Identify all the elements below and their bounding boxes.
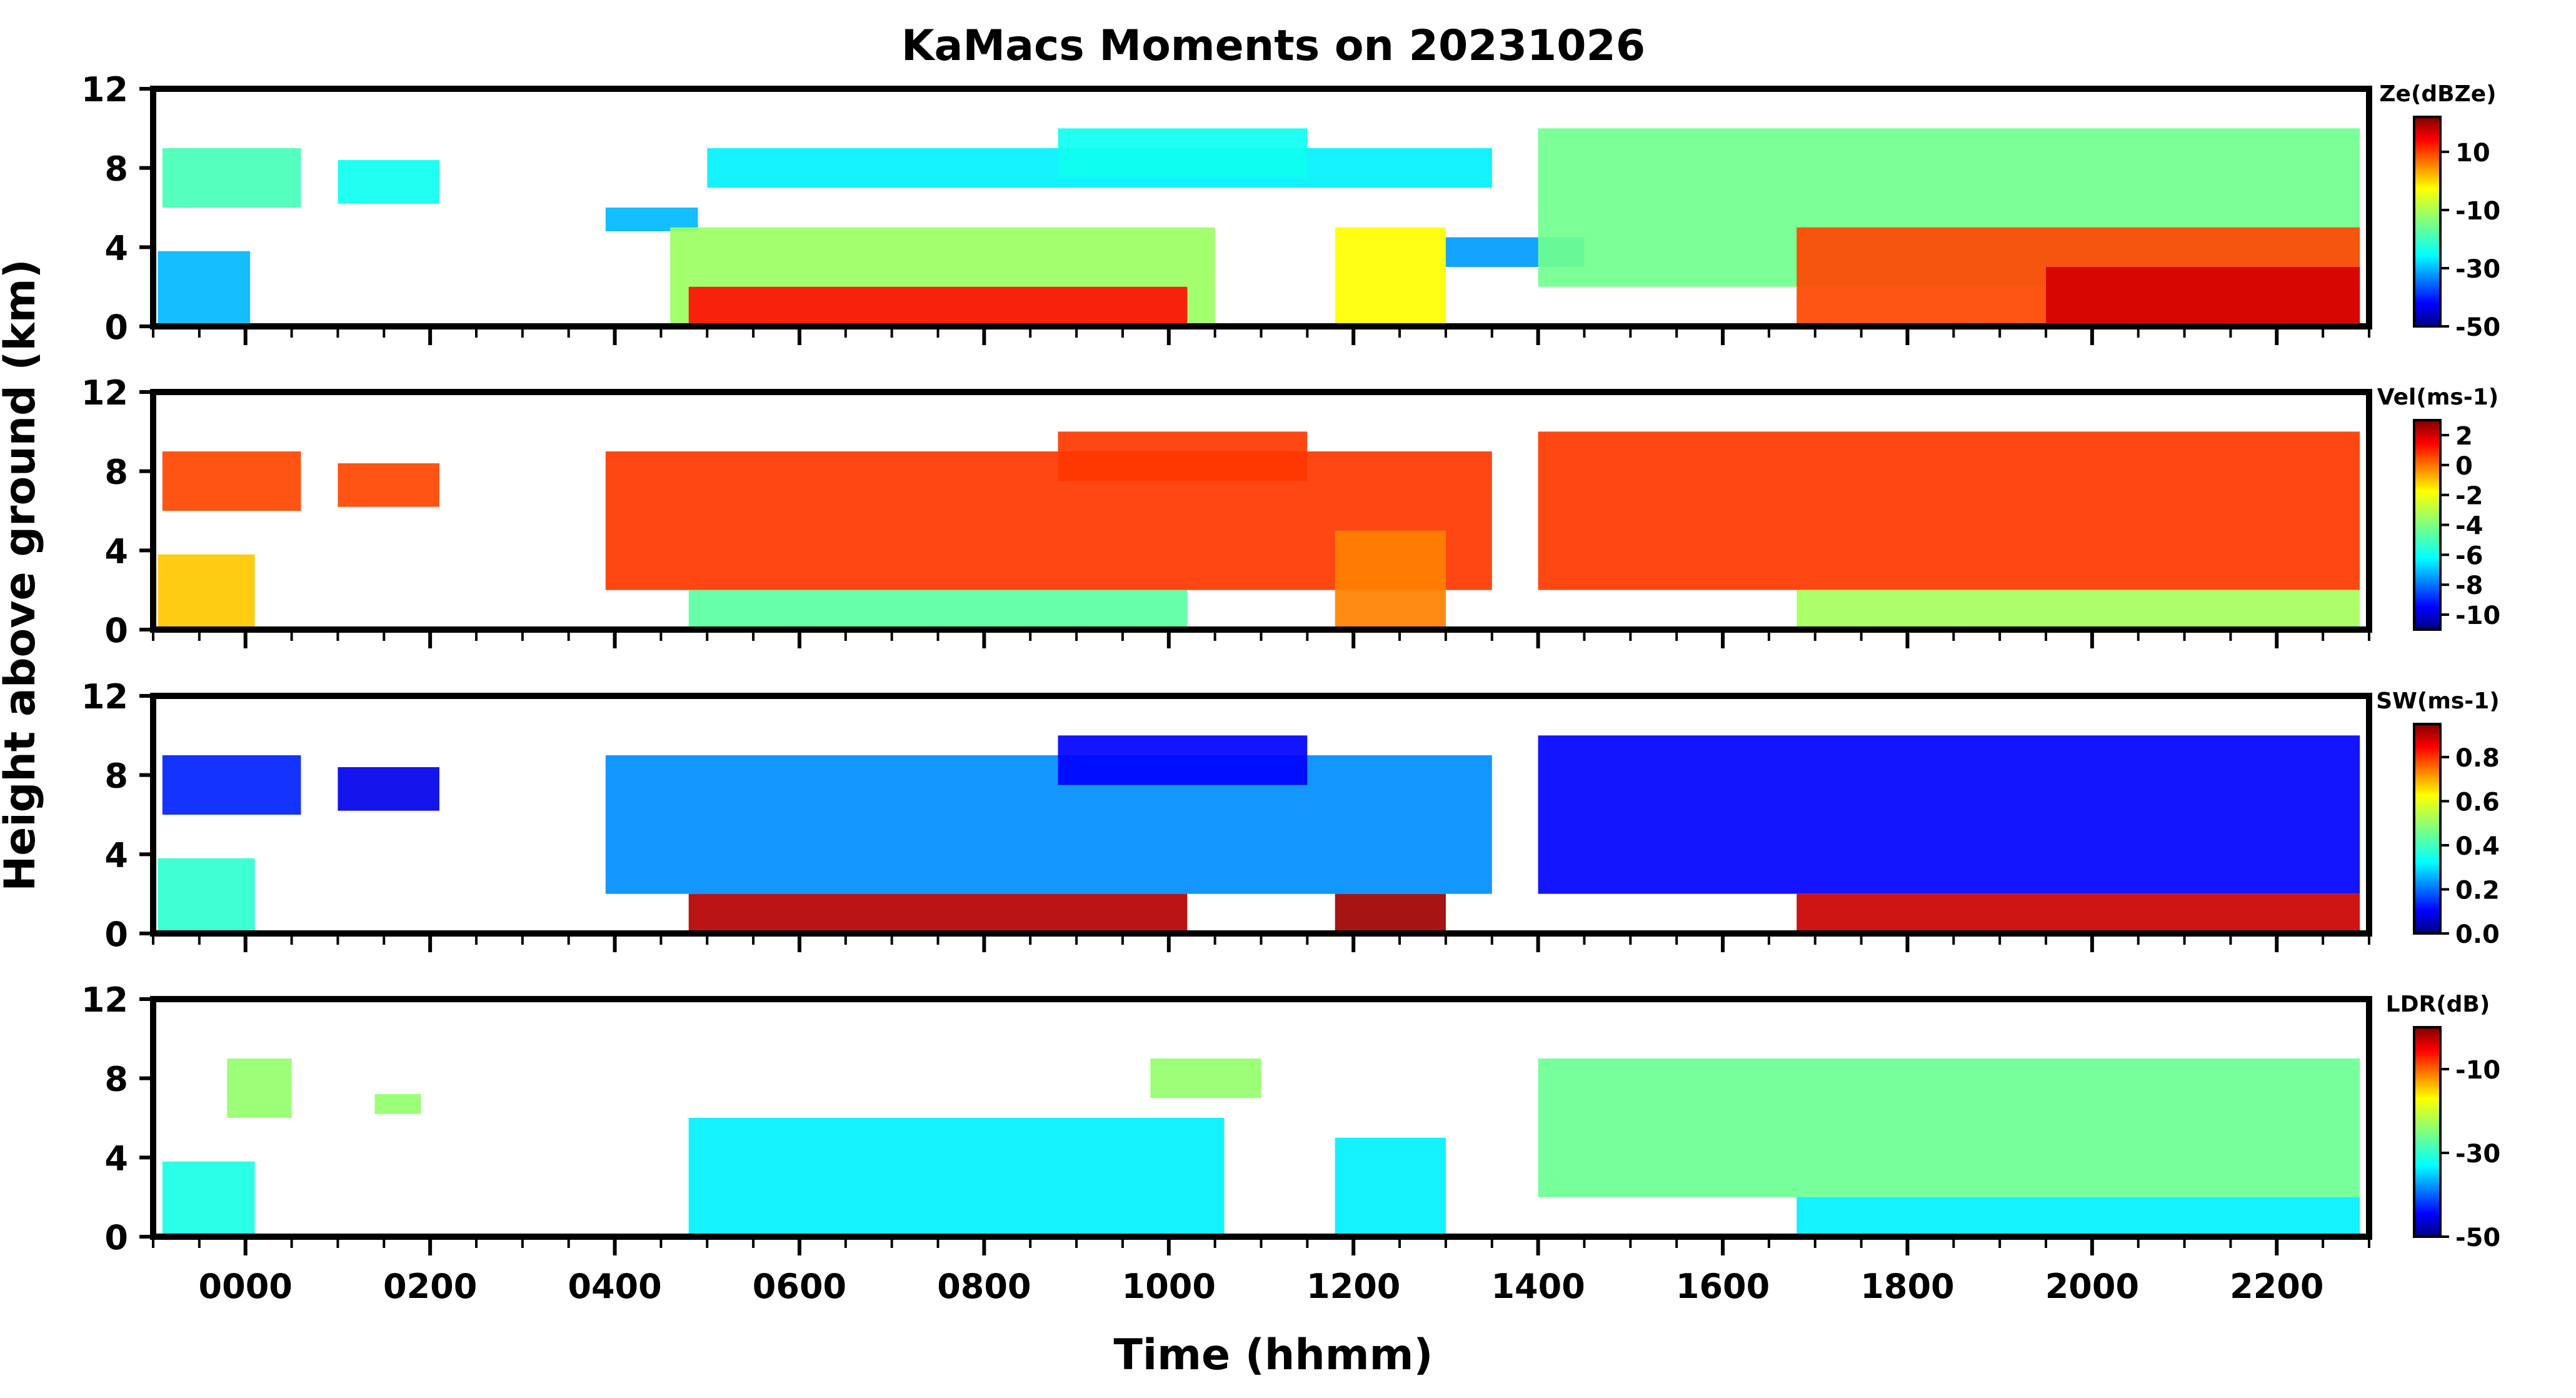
data-region-ze-7 (1058, 128, 1308, 178)
data-region-ldr-7 (1797, 1197, 2360, 1237)
data-region-vel-7 (1538, 431, 2360, 590)
x-tick-label: 1200 (1306, 1267, 1400, 1306)
panel-ldr: 0 4 8 12 -10 -30 -50 LDR(dB) 0000 0200 0400 0600 080… (81, 980, 2500, 1306)
colorbar (2413, 723, 2442, 935)
data-region-vel-1 (162, 451, 301, 511)
colorbar-tick-label: 0.2 (2455, 876, 2500, 905)
data-region-sw-1 (162, 755, 301, 815)
data-region-ldr-0 (162, 1161, 255, 1237)
x-tick-label: 0400 (568, 1267, 661, 1306)
y-tick-label: 12 (81, 373, 128, 413)
colorbar-tick-label: -10 (2455, 1056, 2500, 1085)
y-axis-label: Height above ground (km) (0, 259, 45, 891)
panels-group: 0481210-10-30-50Ze(dBZe)0481220-2-4-6-8-… (81, 70, 2500, 1306)
data-region-ze-12 (2046, 267, 2360, 326)
data-region-ze-0 (158, 251, 251, 326)
y-tick-label: 4 (104, 531, 128, 571)
x-tick-label: 1800 (1860, 1267, 1954, 1306)
data-region-ze-3 (605, 208, 698, 231)
x-tick-label: 2200 (2230, 1267, 2323, 1306)
data-region-sw-7 (1538, 735, 2360, 894)
data-region-ldr-2 (374, 1094, 421, 1114)
y-tick-label: 0 (104, 915, 128, 954)
colorbar-tick-label: -50 (2455, 1224, 2500, 1252)
colorbar-tick-label: 0.6 (2455, 788, 2500, 817)
x-tick-label: 0000 (199, 1267, 293, 1306)
data-region-ze-5 (688, 286, 1188, 326)
y-tick-label: 0 (104, 1218, 128, 1257)
colorbar-label: SW(ms-1) (2376, 688, 2499, 714)
colorbar-tick-label: 0.4 (2455, 832, 2500, 861)
colorbar-tick-label: -30 (2455, 255, 2500, 284)
y-tick-label: 8 (104, 757, 128, 796)
colorbar (2413, 1026, 2442, 1238)
colorbar-tick-label: -30 (2455, 1140, 2500, 1169)
colorbar (2413, 419, 2442, 631)
data-region-vel-4 (1058, 431, 1308, 481)
y-tick-label: 0 (104, 308, 128, 347)
y-tick-label: 4 (104, 835, 128, 875)
colorbar-tick-label: -10 (2455, 601, 2500, 630)
colorbar-tick-label: -4 (2455, 512, 2483, 541)
data-region-sw-3 (605, 755, 1492, 894)
data-region-vel-5 (688, 590, 1188, 630)
x-tick-label: 0600 (753, 1267, 846, 1306)
data-region-ldr-5 (1335, 1137, 1446, 1237)
x-tick-label: 0800 (937, 1267, 1031, 1306)
colorbar-tick-label: -2 (2455, 482, 2483, 511)
data-region-sw-6 (1335, 893, 1446, 933)
colorbar-label: Vel(ms-1) (2377, 385, 2498, 410)
colorbar (2413, 116, 2442, 328)
colorbar-tick-label: 2 (2455, 422, 2473, 451)
x-tick-label: 2000 (2045, 1267, 2139, 1306)
y-tick-label: 12 (81, 980, 128, 1020)
data-region-ldr-6 (1538, 1059, 2360, 1197)
data-region-sw-5 (688, 893, 1188, 933)
colorbar-tick-label: 0.0 (2455, 920, 2500, 949)
y-tick-label: 12 (81, 70, 128, 109)
figure-title: KaMacs Moments on 20231026 (901, 21, 1645, 71)
colorbar-tick-label: -50 (2455, 313, 2500, 342)
y-tick-label: 4 (104, 228, 128, 268)
x-tick-label: 0200 (383, 1267, 477, 1306)
data-region-vel-0 (158, 554, 255, 630)
colorbar-tick-label: 10 (2455, 139, 2490, 168)
data-region-sw-0 (158, 858, 255, 933)
x-axis-label: Time (hhmm) (1113, 1330, 1433, 1380)
data-region-vel-8 (1797, 590, 2360, 630)
panel-sw: 0 4 8 12 0.8 0.6 0.4 0.2 0.0 SW(ms-1) (81, 677, 2500, 954)
data-region-vel-2 (338, 463, 439, 507)
y-tick-label: 12 (81, 677, 128, 717)
y-tick-label: 8 (104, 1060, 128, 1099)
data-region-ze-1 (162, 148, 301, 208)
colorbar-label: LDR(dB) (2386, 992, 2490, 1017)
data-region-sw-8 (1797, 893, 2360, 933)
colorbar-tick-label: -10 (2455, 197, 2500, 226)
x-tick-label: 1400 (1491, 1267, 1585, 1306)
data-region-ze-2 (338, 160, 439, 204)
colorbar-label: Ze(dBZe) (2379, 81, 2496, 107)
x-tick-label: 1000 (1122, 1267, 1216, 1306)
x-tick-label: 1600 (1676, 1267, 1770, 1306)
y-tick-label: 8 (104, 149, 128, 189)
y-tick-label: 4 (104, 1139, 128, 1178)
data-region-ldr-1 (227, 1059, 292, 1118)
colorbar-tick-label: -6 (2455, 541, 2483, 570)
data-region-ldr-4 (1150, 1059, 1261, 1099)
data-region-vel-6 (1335, 530, 1446, 630)
data-region-sw-2 (338, 767, 439, 811)
data-region-ldr-3 (688, 1118, 1225, 1237)
y-tick-label: 0 (104, 611, 128, 650)
colorbar-tick-label: 0 (2455, 452, 2473, 481)
data-region-ze-8 (1335, 227, 1446, 326)
colorbar-tick-label: 0.8 (2455, 744, 2500, 773)
panel-ze: 0 4 8 12 10 -10 -30 -50 Ze(dBZe) (81, 70, 2500, 347)
y-tick-label: 8 (104, 453, 128, 492)
data-region-sw-4 (1058, 735, 1308, 785)
colorbar-tick-label: -8 (2455, 571, 2483, 600)
